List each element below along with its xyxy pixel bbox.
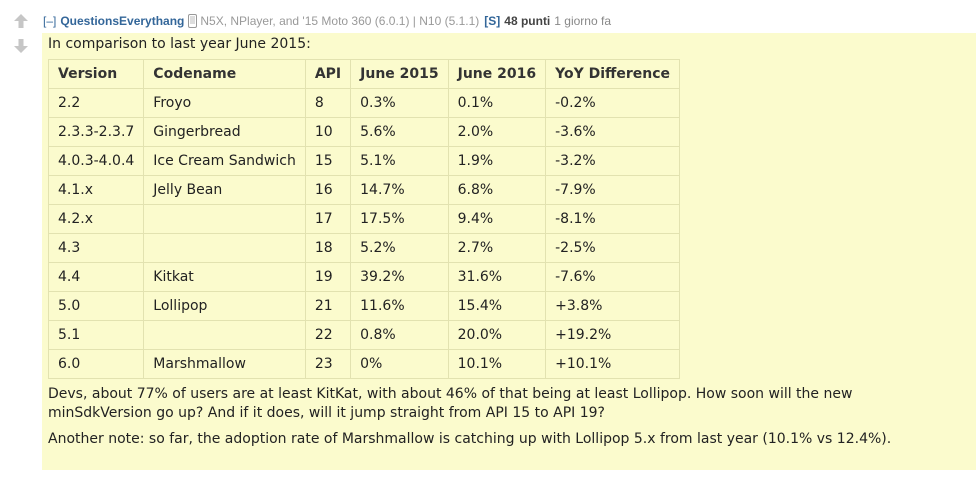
cell-version: 4.1.x — [47, 175, 145, 205]
intro-text: In comparison to last year June 2015: — [48, 36, 311, 52]
table-row: 2.2 Froyo 8 0.3% 0.1% -0.2% — [47, 88, 681, 118]
cell-version: 2.3.3-2.3.7 — [47, 117, 145, 147]
cell-june-2015: 5.2% — [350, 233, 449, 263]
paragraph-devs: Devs, about 77% of users are at least Ki… — [48, 386, 853, 421]
header-june-2015: June 2015 — [350, 59, 449, 89]
comment-body: In comparison to last year June 2015: Ve… — [42, 33, 976, 470]
cell-api: 15 — [304, 146, 352, 176]
timestamp[interactable]: 1 giorno fa — [554, 14, 611, 28]
cell-yoy: -3.6% — [545, 117, 681, 147]
cell-june-2016: 9.4% — [447, 204, 547, 234]
cell-june-2015: 11.6% — [350, 291, 449, 321]
android-versions-table: Version Codename API June 2015 June 2016… — [47, 59, 681, 379]
cell-codename — [143, 204, 306, 234]
header-june-2016: June 2016 — [447, 59, 547, 89]
cell-api: 16 — [304, 175, 352, 205]
table-row: 4.1.x Jelly Bean 16 14.7% 6.8% -7.9% — [47, 175, 681, 205]
cell-api: 10 — [304, 117, 352, 147]
cell-june-2015: 5.1% — [350, 146, 449, 176]
vote-column — [13, 13, 29, 54]
table-row: 5.0 Lollipop 21 11.6% 15.4% +3.8% — [47, 291, 681, 321]
header-codename: Codename — [143, 59, 306, 89]
cell-june-2016: 1.9% — [447, 146, 547, 176]
cell-june-2015: 17.5% — [350, 204, 449, 234]
cell-codename: Kitkat — [143, 262, 306, 292]
cell-codename: Jelly Bean — [143, 175, 306, 205]
phone-icon — [188, 14, 198, 28]
cell-codename — [143, 233, 306, 263]
cell-yoy: +19.2% — [545, 320, 681, 350]
cell-june-2016: 31.6% — [447, 262, 547, 292]
cell-june-2016: 2.0% — [447, 117, 547, 147]
cell-june-2015: 0.3% — [350, 88, 449, 118]
header-api: API — [304, 59, 352, 89]
cell-june-2016: 0.1% — [447, 88, 547, 118]
cell-june-2016: 10.1% — [447, 349, 547, 379]
cell-api: 21 — [304, 291, 352, 321]
paragraph-note: Another note: so far, the adoption rate … — [48, 431, 892, 447]
cell-api: 22 — [304, 320, 352, 350]
header-version: Version — [47, 59, 145, 89]
cell-june-2016: 6.8% — [447, 175, 547, 205]
cell-version: 2.2 — [47, 88, 145, 118]
header-yoy-difference: YoY Difference — [545, 59, 681, 89]
cell-june-2016: 2.7% — [447, 233, 547, 263]
cell-yoy: -7.6% — [545, 262, 681, 292]
cell-codename: Froyo — [143, 88, 306, 118]
user-flair: N5X, NPlayer, and '15 Moto 360 (6.0.1) |… — [200, 14, 480, 28]
score: 48 punti — [504, 14, 551, 28]
cell-june-2015: 39.2% — [350, 262, 449, 292]
cell-yoy: -0.2% — [545, 88, 681, 118]
table-row: 4.4 Kitkat 19 39.2% 31.6% -7.6% — [47, 262, 681, 292]
cell-yoy: -2.5% — [545, 233, 681, 263]
cell-api: 19 — [304, 262, 352, 292]
cell-version: 5.1 — [47, 320, 145, 350]
author-link[interactable]: QuestionsEverythang — [60, 14, 185, 28]
cell-api: 23 — [304, 349, 352, 379]
table-row: 6.0 Marshmallow 23 0% 10.1% +10.1% — [47, 349, 681, 379]
cell-yoy: -8.1% — [545, 204, 681, 234]
cell-june-2015: 0% — [350, 349, 449, 379]
cell-api: 18 — [304, 233, 352, 263]
submitter-badge[interactable]: [S] — [484, 14, 501, 28]
downvote-arrow-icon[interactable] — [13, 38, 29, 54]
cell-june-2016: 20.0% — [447, 320, 547, 350]
cell-yoy: +3.8% — [545, 291, 681, 321]
cell-version: 6.0 — [47, 349, 145, 379]
cell-version: 4.2.x — [47, 204, 145, 234]
cell-version: 4.4 — [47, 262, 145, 292]
cell-codename — [143, 320, 306, 350]
table-header-row: Version Codename API June 2015 June 2016… — [47, 59, 681, 89]
cell-yoy: -7.9% — [545, 175, 681, 205]
cell-yoy: +10.1% — [545, 349, 681, 379]
cell-api: 17 — [304, 204, 352, 234]
table-row: 5.1 22 0.8% 20.0% +19.2% — [47, 320, 681, 350]
cell-june-2015: 14.7% — [350, 175, 449, 205]
collapse-toggle[interactable]: [–] — [43, 14, 57, 28]
cell-june-2016: 15.4% — [447, 291, 547, 321]
cell-version: 5.0 — [47, 291, 145, 321]
cell-codename: Lollipop — [143, 291, 306, 321]
table-row: 2.3.3-2.3.7 Gingerbread 10 5.6% 2.0% -3.… — [47, 117, 681, 147]
cell-version: 4.0.3-4.0.4 — [47, 146, 145, 176]
cell-api: 8 — [304, 88, 352, 118]
upvote-arrow-icon[interactable] — [13, 13, 29, 29]
comment-tagline: [–] QuestionsEverythang N5X, NPlayer, an… — [43, 13, 611, 29]
cell-codename: Marshmallow — [143, 349, 306, 379]
cell-yoy: -3.2% — [545, 146, 681, 176]
cell-june-2015: 0.8% — [350, 320, 449, 350]
table-row: 4.0.3-4.0.4 Ice Cream Sandwich 15 5.1% 1… — [47, 146, 681, 176]
cell-codename: Gingerbread — [143, 117, 306, 147]
cell-june-2015: 5.6% — [350, 117, 449, 147]
cell-version: 4.3 — [47, 233, 145, 263]
table-row: 4.2.x 17 17.5% 9.4% -8.1% — [47, 204, 681, 234]
table-row: 4.3 18 5.2% 2.7% -2.5% — [47, 233, 681, 263]
cell-codename: Ice Cream Sandwich — [143, 146, 306, 176]
